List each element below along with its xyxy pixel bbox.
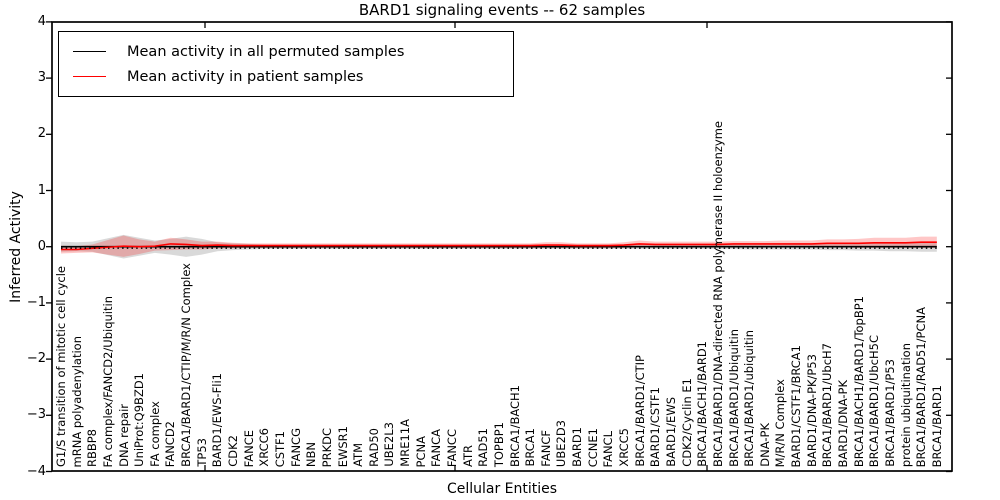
black-line-sample-icon: [73, 51, 106, 52]
x-tick-label: TOPBP1: [491, 421, 506, 467]
y-tick-label: 1: [37, 182, 46, 198]
legend-entry-patient: Mean activity in patient samples: [73, 69, 513, 85]
x-tick-label: BRCA1: [523, 428, 538, 467]
x-tick-label: RAD50: [366, 428, 381, 467]
x-tick-label: FANCL: [601, 430, 616, 467]
legend-label: Mean activity in patient samples: [127, 68, 364, 85]
x-tick-label: BRCA1/BARD1/CTIP/M/R/N Complex: [179, 263, 194, 467]
x-tick-label: BARD1/EWS-Fli1: [210, 372, 225, 467]
x-tick-label: FANCG: [288, 428, 303, 467]
x-tick-label: EWSR1: [335, 425, 350, 467]
x-tick-label: CSTF1: [272, 430, 287, 467]
x-tick-label: ATR: [460, 445, 475, 467]
x-tick-label: BRCA1/BARD1/RAD51/PCNA: [914, 306, 929, 467]
x-tick-label: G1/S transition of mitotic cell cycle: [54, 265, 68, 467]
x-tick-label: XRCC6: [257, 428, 272, 467]
x-tick-label: BRCA1/BARD1/Ubiquitin: [726, 329, 741, 467]
y-tick-label: −1: [26, 294, 46, 310]
x-tick-label: BRCA1/BACH1/BARD1/TopBP1: [851, 295, 866, 467]
x-tick-label: MRE11A: [398, 419, 413, 467]
legend-entry-permuted: Mean activity in all permuted samples: [73, 44, 513, 60]
x-tick-label: BRCA1/BARD1: [929, 384, 944, 467]
legend-label: Mean activity in all permuted samples: [127, 43, 405, 60]
x-tick-label: DNA-PK: [757, 423, 772, 467]
x-tick-label: TP53: [194, 438, 209, 467]
x-tick-label: FANCC: [445, 428, 459, 467]
x-tick-label: BARD1/DNA-PK: [836, 379, 850, 468]
x-tick-label: FANCE: [241, 429, 256, 467]
x-tick-label: BARD1/CSTF1: [648, 386, 663, 467]
x-tick-label: BRCA1/BARD1/UbcH5C: [867, 334, 882, 467]
x-axis-label: Cellular Entities: [446, 481, 558, 497]
x-tick-label: RAD51: [476, 428, 491, 467]
x-tick-label: protein ubiquitination: [898, 342, 913, 467]
x-tick-label: mRNA polyadenylation: [69, 335, 84, 467]
x-tick-label: RBBP8: [85, 428, 100, 467]
x-tick-label: BRCA1/BARD1/CTIP: [632, 355, 647, 467]
x-tick-label: PRKDC: [319, 427, 334, 467]
x-tick-label: ATM: [351, 443, 366, 467]
x-tick-label: M/R/N Complex: [773, 378, 788, 467]
x-tick-label: CDK2: [226, 435, 241, 467]
x-tick-label: PCNA: [413, 435, 428, 467]
x-tick-label: XRCC5: [617, 428, 632, 467]
x-tick-label: BRCA1/BARD1/P53: [882, 359, 897, 467]
x-tick-label: UniProt:Q9BZD1: [132, 373, 147, 467]
x-tick-label: FA complex: [147, 401, 162, 467]
x-tick-label: NBN: [304, 441, 319, 467]
y-tick-label: 4: [37, 13, 46, 29]
y-tick-label: −2: [26, 351, 46, 367]
x-tick-label: BARD1/CSTF1/BRCA1: [789, 344, 804, 467]
x-tick-label: FANCD2: [163, 420, 178, 467]
x-tick-label: BRCA1/BARD1/DNA-directed RNA polymerase …: [710, 120, 725, 467]
x-tick-label: BARD1: [570, 427, 585, 467]
x-tick-label: UBE2L3: [382, 422, 397, 467]
x-tick-label: BARD1/EWS: [663, 397, 678, 467]
x-tick-label: BRCA1/BARD1/UbcH7: [820, 342, 835, 467]
x-tick-label: UBE2D3: [554, 419, 569, 467]
x-tick-label: FA complex/FANCD2/Ubiquitin: [100, 295, 115, 467]
chart-title: BARD1 signaling events -- 62 samples: [358, 1, 646, 19]
y-tick-label: −4: [26, 463, 46, 479]
x-tick-label: DNA repair: [116, 404, 131, 467]
x-tick-label: CDK2/Cyclin E1: [679, 378, 694, 467]
x-tick-label: BRCA1/BACH1: [507, 385, 522, 467]
y-tick-label: 0: [37, 238, 46, 254]
series-line-1: [61, 241, 937, 251]
red-line-sample-icon: [73, 76, 106, 77]
y-tick-label: 3: [37, 70, 46, 86]
x-tick-label: BRCA1/BARD1/ubiquitin: [742, 330, 757, 467]
x-tick-label: CCNE1: [585, 427, 600, 467]
x-tick-label: FANCA: [429, 429, 444, 467]
y-tick-label: 2: [37, 126, 46, 142]
x-tick-label: FANCF: [538, 430, 553, 467]
y-tick-label: −3: [26, 407, 46, 423]
x-tick-label: BRCA1/BACH1/BARD1: [695, 341, 710, 467]
legend: Mean activity in all permuted samples Me…: [58, 31, 514, 97]
x-tick-label: BARD1/DNA-PK/P53: [804, 354, 819, 467]
